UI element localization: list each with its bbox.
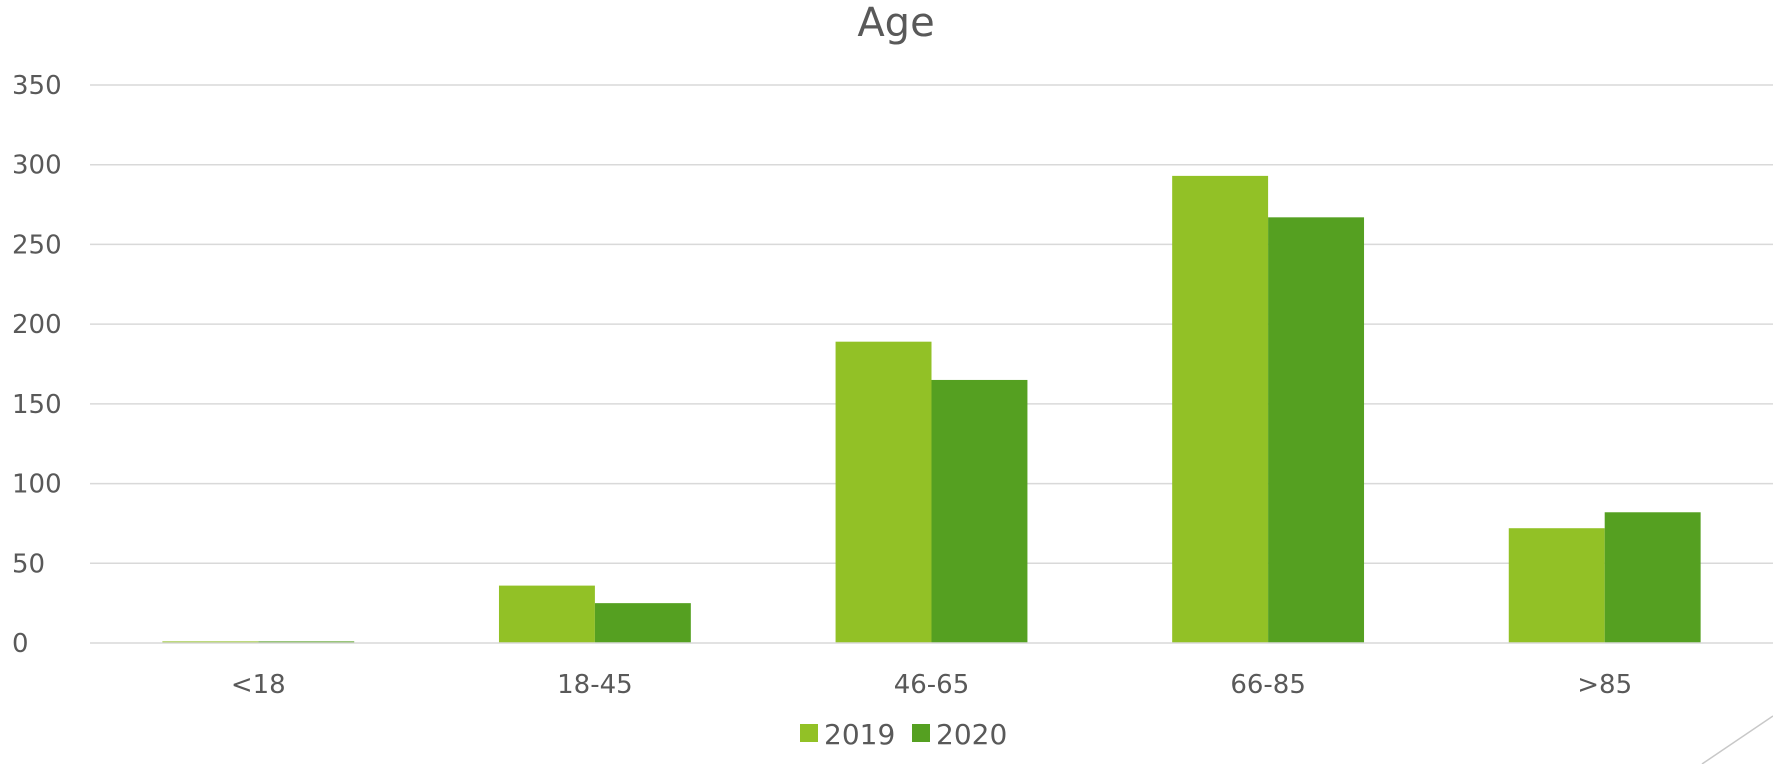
x-tick-label: 66-85 (1230, 670, 1306, 700)
legend-label: 2020 (936, 718, 1007, 751)
slide-corner-decoration (1701, 715, 1773, 764)
y-tick-label: 300 (12, 151, 62, 181)
bar-2019-2 (835, 341, 932, 643)
y-tick-label: 200 (12, 310, 62, 340)
bar-2020-3 (1268, 217, 1365, 643)
chart-title: Age (857, 0, 934, 46)
x-tick-label: 46-65 (894, 670, 970, 700)
y-tick-label: 150 (12, 390, 62, 420)
y-tick-label: 250 (12, 230, 62, 260)
bar-2020-1 (594, 603, 691, 643)
y-tick-label: 0 (12, 629, 29, 659)
y-axis-tick-labels: 0 50 100 150 200 250 300 350 (12, 71, 62, 659)
bar-2019-1 (498, 585, 595, 643)
x-axis-tick-labels: <18 18-45 46-65 66-85 >85 (231, 670, 1632, 700)
x-tick-label: 18-45 (557, 670, 633, 700)
y-tick-label: 100 (12, 470, 62, 500)
legend-swatch-2019 (800, 724, 818, 742)
x-tick-label: <18 (231, 670, 286, 700)
legend-swatch-2020 (912, 724, 930, 742)
bar-2020-4 (1604, 512, 1701, 643)
bar-2020-0 (258, 641, 355, 643)
bar-2019-4 (1508, 528, 1605, 643)
x-tick-label: >85 (1577, 670, 1632, 700)
bar-2019-3 (1172, 175, 1269, 644)
bar-2019-0 (162, 641, 259, 643)
bar-2020-2 (931, 379, 1028, 643)
bars (162, 175, 1701, 644)
legend: 2019 2020 (800, 718, 1007, 751)
y-tick-label: 350 (12, 71, 62, 101)
legend-label: 2019 (824, 718, 895, 751)
y-tick-label: 50 (12, 549, 45, 579)
